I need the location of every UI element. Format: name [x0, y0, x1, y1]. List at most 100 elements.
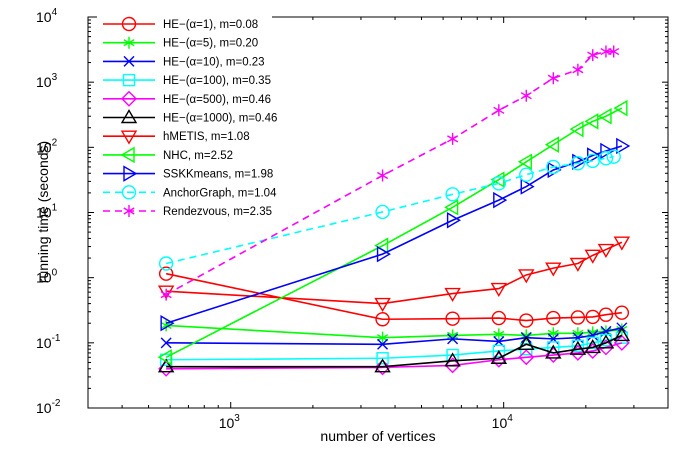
y-tick-label: 104: [36, 7, 58, 25]
data-point: [571, 339, 585, 353]
series-line: [165, 107, 623, 359]
legend-entry: HE−(α=10), m=0.23: [103, 55, 265, 68]
y-axis-label: running time (seconds): [35, 141, 51, 283]
legend: HE−(α=1), m=0.08 HE−(α=5), m=0.20 HE−(α=10…: [97, 8, 277, 222]
y-tick-label: 102: [36, 137, 58, 155]
y-tick-label: 100: [36, 268, 58, 286]
legend-entry: AnchorGraph, m=1.04: [103, 185, 277, 200]
legend-label: HE−(α=500), m=0.46: [163, 94, 271, 106]
legend-marker: [123, 36, 135, 49]
data-point: [491, 310, 507, 326]
legend-label: hMETIS, m=1.08: [163, 131, 250, 143]
data-point: [160, 319, 172, 332]
legend-entry: HE−(α=100), m=0.35: [103, 73, 271, 87]
series-line: [166, 342, 623, 370]
data-point: [520, 89, 532, 102]
data-point: [490, 351, 507, 368]
data-point: [519, 313, 534, 328]
data-point: [586, 336, 599, 350]
series-line: [166, 241, 623, 305]
legend-entry: NHC, m=2.52: [103, 146, 233, 164]
data-point: [546, 159, 561, 175]
legend-entry: HE−(α=1), m=0.08: [103, 16, 258, 32]
data-point: [570, 310, 586, 325]
data-point: [613, 327, 631, 342]
series-line: [166, 334, 623, 368]
data-point: [158, 266, 174, 281]
data-point: [518, 269, 535, 284]
data-point: [584, 249, 601, 264]
data-point: [157, 358, 175, 373]
legend-entry: Rendezvous, m=2.35: [103, 205, 272, 218]
data-point: [375, 204, 390, 220]
data-point: [587, 329, 599, 341]
data-point: [160, 337, 172, 349]
legend-entry: HE−(α=5), m=0.20: [103, 36, 258, 50]
data-point: [597, 334, 615, 349]
data-point: [444, 199, 459, 216]
data-point: [614, 305, 630, 320]
data-point: [374, 297, 391, 312]
data-point: [606, 149, 621, 164]
data-point: [445, 311, 460, 326]
legend-marker: [121, 185, 137, 200]
series-1: [158, 266, 630, 328]
data-point: [519, 167, 534, 182]
data-point: [613, 99, 628, 117]
data-point: [377, 169, 389, 182]
series-line: [165, 145, 623, 324]
data-point: [490, 282, 508, 297]
legend-marker: [123, 55, 135, 67]
data-point: [517, 153, 532, 171]
data-point: [597, 108, 612, 125]
data-point: [374, 358, 391, 373]
data-point: [597, 243, 615, 258]
data-point: [157, 349, 172, 366]
x-tick-label: 103: [219, 413, 241, 431]
data-point: [587, 49, 599, 62]
series-6: [157, 327, 631, 373]
data-point: [585, 153, 600, 169]
legend-entry: HE−(α=500), m=0.46: [103, 90, 271, 107]
legend-label: NHC, m=2.52: [163, 150, 233, 162]
legend-label: HE−(α=10), m=0.23: [163, 56, 265, 68]
data-point: [493, 104, 505, 117]
data-point: [446, 212, 461, 229]
data-point: [444, 352, 461, 367]
data-point: [375, 312, 390, 327]
data-point: [490, 349, 508, 364]
data-point: [608, 45, 620, 58]
data-point: [445, 187, 460, 202]
data-point: [544, 136, 560, 153]
data-point: [492, 344, 506, 358]
y-tick-label: 103: [36, 72, 58, 90]
data-point: [376, 245, 391, 263]
data-point: [569, 120, 584, 138]
data-point: [546, 310, 561, 326]
data-point: [377, 331, 389, 344]
legend-label: HE−(α=100), m=0.35: [163, 75, 271, 87]
data-point: [160, 288, 172, 301]
x-tick-label: 104: [492, 413, 514, 431]
data-point: [374, 359, 391, 376]
data-point: [572, 153, 587, 171]
series-line: [166, 324, 622, 339]
legend-marker: [120, 109, 138, 124]
data-point: [158, 256, 174, 271]
data-point: [493, 191, 508, 209]
series-line: [165, 50, 614, 296]
data-point: [598, 307, 614, 322]
legend-marker: [122, 73, 136, 87]
data-point: [491, 176, 507, 191]
legend-marker: [123, 205, 135, 217]
legend-entry: hMETIS, m=1.08: [103, 130, 250, 145]
legend-label: AnchorGraph, m=1.04: [163, 187, 277, 199]
data-point: [584, 339, 601, 354]
data-point: [160, 314, 175, 332]
data-point: [545, 262, 562, 277]
legend-marker: [121, 90, 137, 107]
data-point: [444, 287, 461, 302]
data-point: [545, 344, 562, 359]
data-point: [377, 338, 389, 350]
